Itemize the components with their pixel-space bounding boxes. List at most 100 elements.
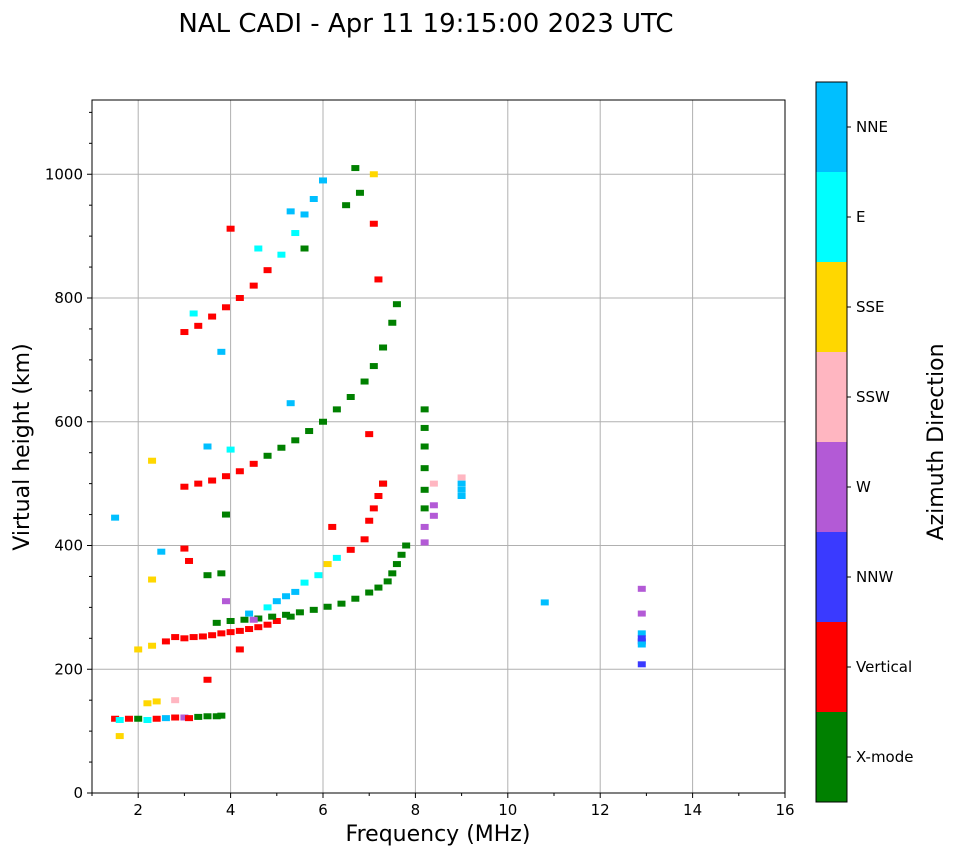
echo-point xyxy=(379,344,388,351)
echo-point xyxy=(365,431,374,438)
echo-point xyxy=(420,406,429,413)
echo-point xyxy=(457,474,466,481)
echo-point xyxy=(420,443,429,450)
echo-point xyxy=(365,589,374,596)
echo-point xyxy=(332,554,341,561)
echo-point xyxy=(392,301,401,308)
colorbar-tick-label: X-mode xyxy=(856,748,913,766)
echo-point xyxy=(369,363,378,370)
echo-point xyxy=(254,624,263,631)
echo-point xyxy=(240,616,249,623)
echo-point xyxy=(263,452,272,459)
echo-point xyxy=(282,611,291,618)
echo-point xyxy=(226,225,235,232)
echo-point xyxy=(286,613,295,620)
echo-point xyxy=(319,418,327,425)
echo-point xyxy=(637,635,646,642)
echo-point xyxy=(637,661,646,668)
colorbar-tick-label: Vertical xyxy=(856,658,912,676)
x-tick-label: 12 xyxy=(591,801,610,819)
echo-point xyxy=(429,480,438,487)
echo-point xyxy=(402,542,411,549)
echo-point xyxy=(203,443,212,450)
y-tick-label: 200 xyxy=(54,660,83,678)
echo-point xyxy=(420,424,429,431)
echo-point xyxy=(245,610,254,617)
echo-point xyxy=(203,676,212,683)
echo-point xyxy=(180,483,189,490)
echo-point xyxy=(134,715,143,722)
echo-point xyxy=(457,486,466,493)
echo-point xyxy=(152,698,161,705)
echo-point xyxy=(235,468,244,475)
echo-point xyxy=(286,400,295,407)
echo-point xyxy=(457,480,466,487)
echo-point xyxy=(346,394,355,400)
echo-point xyxy=(171,697,180,704)
echo-point xyxy=(245,626,254,633)
echo-point xyxy=(309,196,318,202)
echo-point xyxy=(203,713,212,720)
echo-point xyxy=(291,588,300,595)
echo-point xyxy=(180,635,189,642)
echo-point xyxy=(420,486,429,493)
colorbar-segment xyxy=(816,262,847,352)
echo-point xyxy=(360,536,369,543)
echo-point xyxy=(272,617,281,624)
echo-point xyxy=(369,220,378,227)
echo-point xyxy=(254,245,263,252)
echo-point xyxy=(198,633,207,640)
echo-point xyxy=(194,713,203,720)
colorbar-segment xyxy=(816,442,847,532)
echo-point xyxy=(212,713,221,720)
echo-point xyxy=(148,457,157,464)
echo-point xyxy=(272,598,281,605)
colorbar-tick-label: W xyxy=(856,478,871,496)
echo-point xyxy=(286,208,295,215)
echo-point xyxy=(143,700,152,707)
echo-point xyxy=(171,634,180,641)
echo-point xyxy=(180,545,189,552)
x-tick-label: 10 xyxy=(498,801,517,819)
y-tick-label: 400 xyxy=(54,537,83,555)
echo-point xyxy=(221,473,230,480)
y-tick-label: 800 xyxy=(54,289,83,307)
echo-point xyxy=(212,619,221,626)
echo-point xyxy=(208,313,217,320)
echo-point xyxy=(291,437,300,444)
echo-point xyxy=(457,493,466,499)
colorbar-segment xyxy=(816,352,847,442)
echo-point xyxy=(203,572,212,579)
echo-point xyxy=(300,211,309,218)
echo-point xyxy=(221,511,230,518)
echo-point xyxy=(249,460,258,467)
echo-point xyxy=(180,714,189,721)
echo-point xyxy=(115,716,124,723)
echo-point xyxy=(295,609,304,616)
echo-point xyxy=(171,714,180,721)
echo-point xyxy=(323,561,332,568)
echo-point xyxy=(637,641,646,648)
x-tick-label: 4 xyxy=(226,801,236,819)
echo-point xyxy=(226,446,235,453)
colorbar-tick-label: E xyxy=(856,208,865,226)
echo-point xyxy=(337,600,346,607)
echo-point xyxy=(148,642,157,649)
colorbar-label: Azimuth Direction xyxy=(924,343,949,540)
y-axis-label: Virtual height (km) xyxy=(10,343,35,550)
echo-point xyxy=(249,282,258,289)
echo-point xyxy=(355,189,364,196)
x-tick-label: 8 xyxy=(411,801,421,819)
echo-point xyxy=(221,304,230,311)
echo-point xyxy=(388,319,397,326)
echo-point xyxy=(161,638,170,645)
y-tick-label: 0 xyxy=(73,784,83,802)
x-tick-label: 2 xyxy=(133,801,143,819)
echo-point xyxy=(374,276,383,283)
echo-point xyxy=(397,551,406,558)
echo-point xyxy=(217,570,226,577)
y-tick-label: 1000 xyxy=(45,165,83,183)
echo-point xyxy=(342,202,351,209)
colorbar: X-mode Vertical NNW W SSW SSE E NNE xyxy=(815,81,913,803)
x-axis-label: Frequency (MHz) xyxy=(346,822,531,847)
